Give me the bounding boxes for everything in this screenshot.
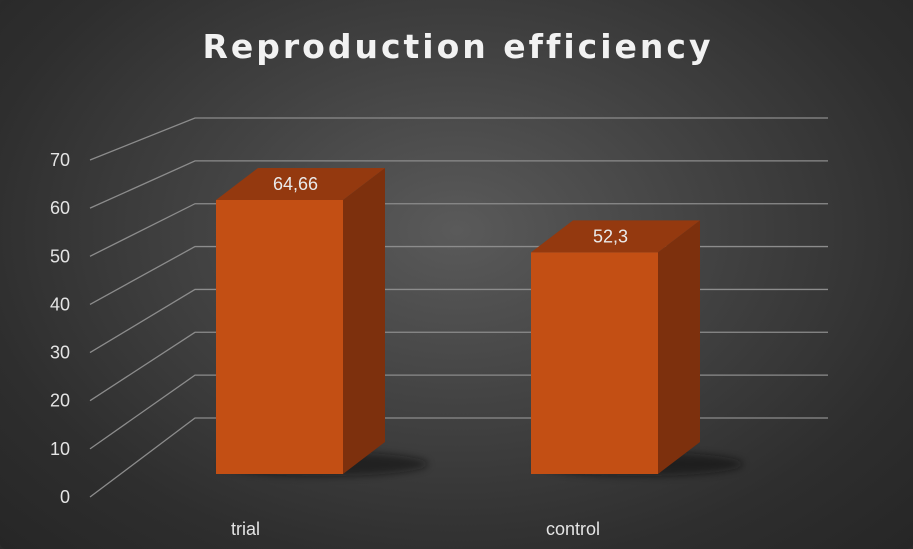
chart-title: Reproduction efficiency — [202, 27, 713, 66]
y-tick-label: 70 — [50, 150, 70, 170]
bar-control — [531, 220, 743, 476]
bars — [216, 168, 743, 476]
gridline — [89, 117, 828, 161]
y-tick-label: 50 — [50, 246, 70, 266]
bar-top-face — [531, 220, 700, 253]
gridline — [89, 374, 828, 450]
data-labels: 64,66 52,3 — [273, 174, 628, 246]
bar-top-face — [216, 168, 385, 200]
y-tick-label: 20 — [50, 391, 70, 411]
y-tick-label: 40 — [50, 294, 70, 314]
bar-front-face — [216, 200, 343, 474]
gridline — [89, 203, 828, 257]
y-tick-label: 0 — [60, 487, 70, 507]
gridlines — [89, 117, 828, 498]
bar-side-face — [658, 220, 700, 474]
y-tick-label: 10 — [50, 439, 70, 459]
bar-front-face — [531, 252, 658, 474]
gridline — [89, 288, 828, 354]
x-category-label-control: control — [546, 519, 600, 539]
x-category-label-trial: trial — [231, 519, 260, 539]
y-axis-ticks: 0 10 20 30 40 50 60 70 — [50, 150, 70, 507]
data-label-trial: 64,66 — [273, 174, 318, 194]
gridline — [89, 331, 828, 402]
gridline — [89, 160, 828, 209]
bar-trial — [216, 168, 428, 476]
y-tick-label: 60 — [50, 198, 70, 218]
x-axis-categories: trial control — [231, 519, 600, 539]
data-label-control: 52,3 — [593, 226, 628, 246]
gridline — [89, 245, 828, 305]
bar-side-face — [343, 168, 385, 474]
y-tick-label: 30 — [50, 343, 70, 363]
